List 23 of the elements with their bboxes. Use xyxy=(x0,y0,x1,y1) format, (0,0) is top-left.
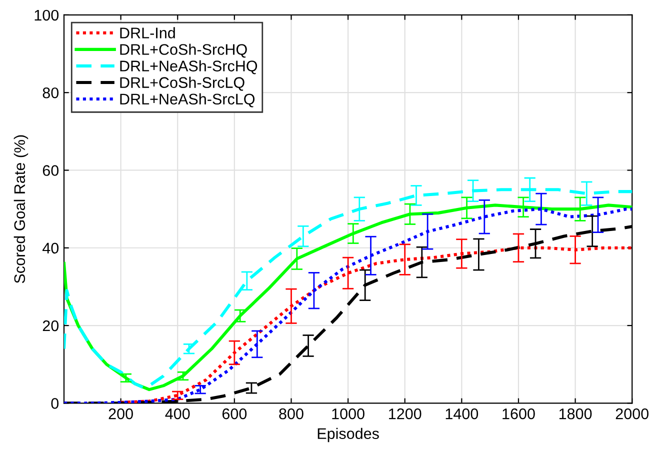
y-tick-label: 100 xyxy=(34,10,59,21)
x-tick-label: 1000 xyxy=(332,408,364,420)
y-axis-title: Scored Goal Rate (%) xyxy=(14,135,28,284)
x-tick-label: 1400 xyxy=(446,408,478,420)
legend-label: DRL+CoSh-SrcHQ xyxy=(120,44,247,58)
y-tick-label: 60 xyxy=(42,165,59,176)
y-tick-label: 40 xyxy=(42,242,59,254)
x-tick-label: 1600 xyxy=(502,408,535,420)
x-tick-label: 1800 xyxy=(559,408,592,420)
x-tick-label: 600 xyxy=(222,408,247,420)
legend-label: DRL+CoSh-SrcLQ xyxy=(120,76,244,91)
legend-label: DRL-Ind xyxy=(120,27,175,38)
x-tick-label: 1200 xyxy=(389,408,422,420)
legend-label: DRL+NeASh-SrcLQ xyxy=(120,93,255,108)
x-tick-label: 400 xyxy=(165,408,190,420)
legend-label: DRL+NeASh-SrcHQ xyxy=(120,60,258,74)
x-tick-label: 2000 xyxy=(616,408,648,420)
x-tick-label: 200 xyxy=(108,408,133,420)
y-tick-label: 0 xyxy=(51,398,59,409)
x-tick-label: 800 xyxy=(279,408,304,420)
y-tick-label: 20 xyxy=(42,320,59,332)
x-axis-title: Episodes xyxy=(318,428,379,442)
y-tick-label: 80 xyxy=(42,87,59,98)
